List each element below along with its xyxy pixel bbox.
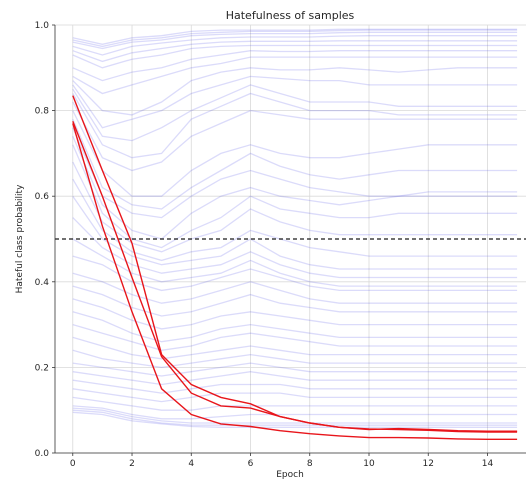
blue-series-line <box>72 336 518 360</box>
y-axis-label: Hateful class probability <box>15 184 25 293</box>
x-axis-label: Epoch <box>276 470 304 480</box>
x-tick-label: 10 <box>363 459 375 469</box>
blue-series-line <box>72 110 518 197</box>
blue-series-line <box>72 118 518 210</box>
y-tick-label: 1.0 <box>35 21 50 31</box>
blue-series-line <box>72 371 518 386</box>
blue-series-group <box>72 28 518 428</box>
blue-series-line <box>72 40 518 63</box>
x-tick-label: 8 <box>307 459 313 469</box>
blue-series-line <box>72 323 518 351</box>
blue-series-line <box>72 28 518 45</box>
blue-series-line <box>72 238 518 287</box>
blue-series-line <box>72 396 518 411</box>
tick-labels: 0 2 4 6 8 10 12 14 0.0 0.2 0.4 0.6 0.8 1.0 <box>35 21 494 469</box>
red-series-line <box>72 121 518 433</box>
y-tick-label: 0.8 <box>35 107 50 117</box>
y-tick-label: 0.4 <box>35 278 50 288</box>
blue-series-line <box>72 285 518 317</box>
chart-title: Hatefulness of samples <box>226 9 355 22</box>
y-tick-label: 0.6 <box>35 192 50 202</box>
axes <box>52 24 526 456</box>
blue-series-line <box>72 75 518 129</box>
blue-series-line <box>72 84 518 142</box>
blue-series-line <box>72 161 518 253</box>
blue-series-line <box>72 56 518 95</box>
blue-series-line <box>72 178 518 262</box>
blue-series-line <box>72 379 518 394</box>
blue-series-line <box>72 50 518 82</box>
blue-series-line <box>72 217 518 279</box>
blue-series-line <box>72 388 518 403</box>
x-tick-label: 4 <box>188 459 194 469</box>
y-tick-label: 0.2 <box>35 363 49 373</box>
blue-series-line <box>72 362 518 377</box>
blue-series-line <box>72 127 518 219</box>
blue-series-line <box>72 101 518 172</box>
blue-series-line <box>72 298 518 330</box>
blue-series-line <box>72 136 518 240</box>
blue-series-line <box>72 411 518 428</box>
x-tick-label: 12 <box>423 459 434 469</box>
x-tick-label: 0 <box>70 459 76 469</box>
blue-series-line <box>72 44 518 69</box>
blue-series-line <box>72 92 518 159</box>
blue-series-line <box>72 405 518 420</box>
blue-series-line <box>72 29 518 48</box>
blue-series-line <box>72 195 518 270</box>
blue-series-line <box>72 35 518 56</box>
blue-series-line <box>72 31 518 50</box>
y-tick-label: 0.0 <box>35 449 50 459</box>
blue-series-line <box>72 67 518 116</box>
blue-series-line <box>72 144 518 249</box>
x-tick-label: 14 <box>482 459 494 469</box>
blue-series-line <box>72 255 518 292</box>
blue-series-line <box>72 311 518 343</box>
red-series-line <box>72 123 518 440</box>
red-series-group <box>72 95 518 440</box>
x-tick-label: 6 <box>248 459 254 469</box>
blue-series-line <box>72 409 518 426</box>
blue-series-line <box>72 407 518 424</box>
blue-series-line <box>72 349 518 369</box>
x-tick-label: 2 <box>129 459 135 469</box>
